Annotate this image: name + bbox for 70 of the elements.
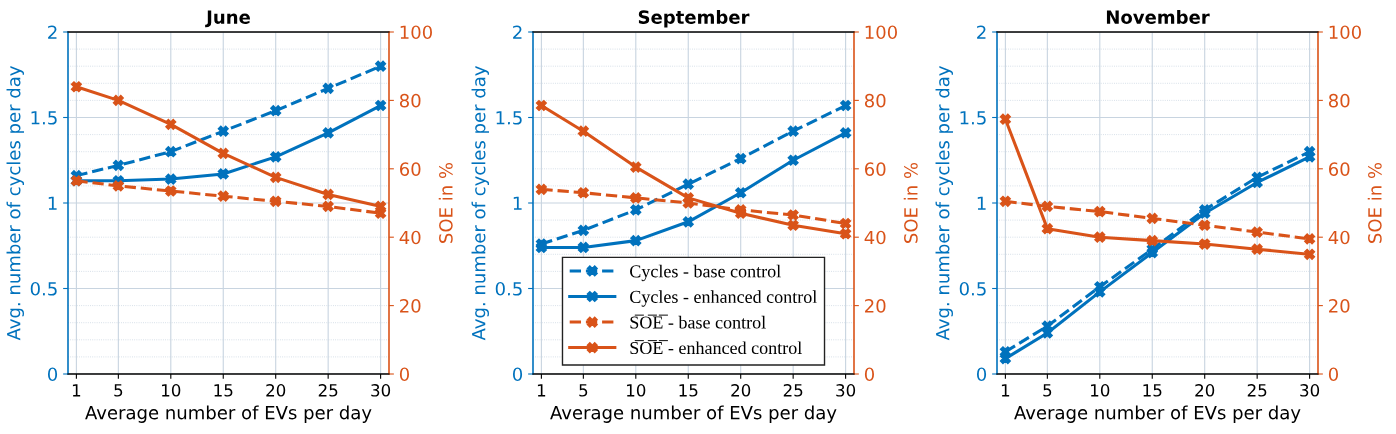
y2-axis-title: SOE in % [903,162,918,243]
x-tick-label: 10 [162,384,181,397]
x-tick-label: 1 [1001,384,1010,397]
x-tick-label: 30 [836,384,856,397]
y2-tick-label: 40 [1328,230,1350,245]
y2-tick-label: 80 [1328,93,1350,108]
legend-label: S̅O̅E̅ - base control [630,314,766,329]
y2-tick-label: 60 [399,162,421,176]
y-tick-label: 2 [977,25,986,39]
x-tick-label: 5 [1043,384,1052,397]
y2-tick-label: 100 [1329,25,1361,40]
y2-tick-label: 40 [864,230,886,245]
y2-tick-label: 100 [400,25,432,40]
y-tick-label: 2 [513,25,522,39]
y2-tick-label: 40 [399,230,421,245]
y-tick-label: 1 [48,196,57,210]
y-tick-label: 1.5 [31,111,57,125]
y2-tick-label: 20 [865,299,886,313]
y-tick-label: 2 [48,25,57,39]
x-tick-label: 1 [72,384,81,397]
chart-title: September [638,9,750,28]
x-tick-label: 10 [1091,384,1110,397]
y2-tick-label: 0 [1328,367,1339,382]
x-axis-title: Average number of EVs per day [550,405,837,423]
legend-label: S̅O̅E̅ - enhanced control [630,340,802,355]
x-tick-label: 15 [679,384,698,397]
y-tick-label: 0.5 [959,281,986,296]
x-tick-label: 15 [1143,384,1162,397]
y2-tick-label: 80 [864,93,886,108]
x-tick-label: 30 [371,384,391,397]
x-tick-label: 10 [627,384,646,397]
y-tick-label: 0 [47,367,58,382]
y-tick-label: 0 [976,367,987,382]
y-tick-label: 1 [513,196,522,210]
x-axis-title: Average number of EVs per day [1014,405,1301,423]
y-tick-label: 1.5 [496,111,522,125]
x-tick-label: 15 [214,384,233,397]
y2-axis-title: SOE in % [438,162,453,243]
y2-tick-label: 0 [399,367,410,382]
y-tick-label: 1 [977,196,986,210]
x-tick-label: 1 [537,384,546,397]
y2-tick-label: 0 [864,367,875,382]
y2-tick-label: 60 [1328,162,1350,176]
y-axis-title: Avg. number of cycles per day [6,66,25,341]
y-tick-label: 0.5 [30,281,57,296]
y2-tick-label: 60 [864,162,886,176]
y-axis-title: Avg. number of cycles per day [935,66,954,341]
y-tick-label: 1.5 [960,111,986,125]
legend-label: Cycles - base control [630,264,781,282]
y-tick-label: 0 [512,367,523,382]
x-tick-label: 20 [266,384,286,397]
y2-axis-title: SOE in % [1367,162,1382,243]
legend-label: Cycles - enhanced control [630,290,817,307]
x-tick-label: 30 [1300,384,1320,397]
x-axis-title: Average number of EVs per day [85,405,372,423]
y2-tick-label: 100 [865,25,897,40]
x-tick-label: 25 [783,384,803,397]
x-tick-label: 25 [318,384,338,397]
x-tick-label: 5 [114,384,123,397]
x-tick-label: 25 [1247,384,1267,397]
chart-title: November [1106,9,1210,24]
y2-tick-label: 20 [400,299,421,313]
x-tick-label: 20 [1195,384,1215,397]
y-tick-label: 0.5 [495,281,522,296]
x-tick-label: 20 [731,384,751,397]
x-tick-label: 5 [579,384,588,397]
y-axis-title: Avg. number of cycles per day [471,66,490,341]
chart-title: June [205,10,250,28]
y2-tick-label: 20 [1329,299,1350,313]
y2-tick-label: 80 [399,93,421,108]
